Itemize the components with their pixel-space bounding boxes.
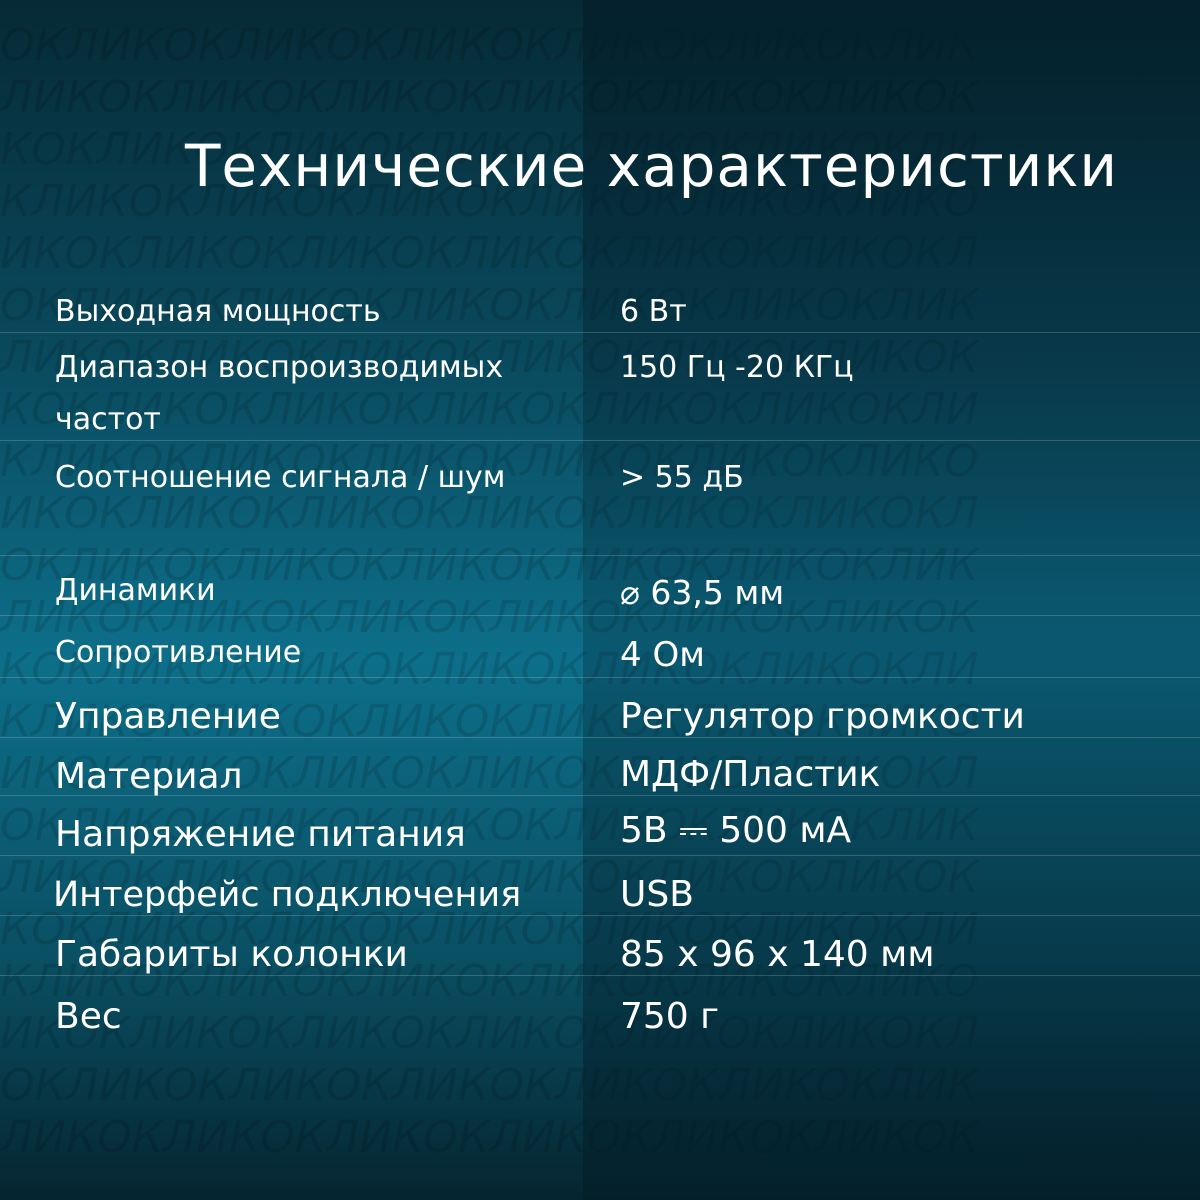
spec-label: Динамики [55,573,216,608]
spec-row: Габариты колонки 85 x 96 x 140 мм [0,915,1200,976]
spec-value: МДФ/Пластик [620,754,881,795]
spec-row: Выходная мощность 6 Вт [0,290,1200,333]
spec-label: Габариты колонки [55,934,408,975]
spec-value: 85 x 96 x 140 мм [620,934,935,975]
spec-value: 4 Ом [620,635,705,675]
spec-label: Материал [55,756,243,797]
spec-row: Вес 750 г [0,975,1200,1040]
spec-label: Выходная мощность [55,294,381,329]
spec-value: 5В ⎓ 500 мА [620,810,852,851]
spec-row: Управление Регулятор громкости [0,677,1200,738]
spec-label: Вес [55,996,122,1037]
spec-value: 6 Вт [620,294,687,329]
spec-value: USB [620,874,694,915]
page-title: Технические характеристики [185,132,1119,200]
spec-label: Напряжение питания [55,814,466,855]
spec-value: ⌀ 63,5 мм [620,573,785,612]
spec-value: Регулятор громкости [620,696,1025,737]
spec-row: Напряжение питания 5В ⎓ 500 мА [0,795,1200,856]
spec-row: Динамики ⌀ 63,5 мм [0,555,1200,616]
spec-label: Диапазон воспроизводимых частот [55,350,504,437]
spec-value: 150 Гц -20 КГц [620,350,854,385]
values-panel [583,0,1200,1200]
spec-row: Материал МДФ/Пластик [0,737,1200,797]
spec-label: Соотношение сигнала / шум [55,460,506,495]
spec-row: Диапазон воспроизводимых частот 150 Гц -… [0,332,1200,441]
spec-row: Интерфейс подключения USB [0,855,1200,916]
spec-value: 750 г [620,996,720,1037]
spec-value: > 55 дБ [620,460,744,495]
spec-label: Интерфейс подключения [53,875,522,915]
spec-row: Сопротивление 4 Ом [0,615,1200,678]
spec-label: Управление [55,696,281,737]
spec-label: Сопротивление [55,635,302,670]
spec-row: Соотношение сигнала / шум > 55 дБ [0,440,1200,556]
